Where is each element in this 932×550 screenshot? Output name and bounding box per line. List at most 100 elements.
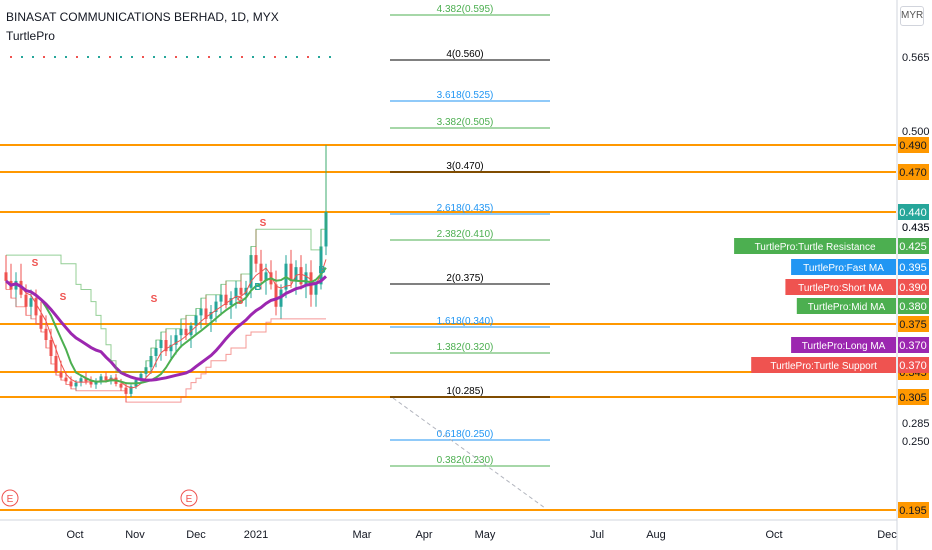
signal-dot <box>32 56 34 58</box>
trade-marker: S <box>260 218 267 229</box>
signal-dot <box>10 56 12 58</box>
indicator-value-text: 0.370 <box>899 340 927 352</box>
price-level-badge-text: 0.195 <box>899 505 927 517</box>
indicator-value-text: 0.380 <box>899 301 927 313</box>
candle-body <box>229 298 233 306</box>
mid-ma-line <box>5 267 327 385</box>
signal-dot <box>65 56 67 58</box>
fib-level-label: 0.382(0.230) <box>437 455 494 466</box>
signal-dot <box>252 56 254 58</box>
candle-body <box>4 272 8 281</box>
x-tick-label: May <box>475 529 496 541</box>
plot-area <box>0 0 897 520</box>
indicator-value-badge <box>898 298 929 314</box>
candle-body <box>194 315 198 326</box>
indicator-name-text: TurtlePro:Turtle Support <box>770 361 877 372</box>
candle-body <box>319 246 323 285</box>
signal-dot <box>329 56 331 58</box>
price-level-badge-text: 0.470 <box>899 167 927 179</box>
signal-dot <box>153 56 155 58</box>
indicator-value-badge <box>898 238 929 254</box>
fib-level-label: 4.382(0.595) <box>437 4 494 15</box>
indicator-name-box <box>796 298 896 314</box>
candle-body <box>179 328 183 336</box>
indicator-value-badge <box>898 357 929 373</box>
indicator-name-box <box>791 259 896 275</box>
candle-body <box>169 344 173 352</box>
candle-body <box>299 267 303 285</box>
signal-dot <box>241 56 243 58</box>
candle-body <box>39 315 43 329</box>
fib-level-label: 2.382(0.410) <box>437 229 494 240</box>
candle-body <box>129 386 133 394</box>
candle-body <box>174 335 178 345</box>
candle-body <box>209 311 213 319</box>
fib-level-label: 1.618(0.340) <box>437 316 494 327</box>
signal-dot <box>208 56 210 58</box>
x-tick-label: Dec <box>877 529 897 541</box>
x-tick-label: Nov <box>125 529 145 541</box>
x-tick-label: Mar <box>353 529 372 541</box>
price-level-badge <box>898 502 929 518</box>
indicator-name-text: TurtlePro:Turtle Resistance <box>755 242 876 253</box>
signal-dot <box>164 56 166 58</box>
candle-body <box>184 328 188 336</box>
fib-level-label: 3(0.470) <box>446 161 483 172</box>
event-marker: E <box>186 494 193 505</box>
candle-body <box>84 378 88 382</box>
signal-dot <box>219 56 221 58</box>
candle-body <box>304 272 308 285</box>
signal-dot <box>296 56 298 58</box>
candle-body <box>224 294 228 306</box>
currency-selector[interactable]: MYR <box>900 6 924 26</box>
turtle-support-line <box>6 289 326 403</box>
price-level-badge-text: 0.490 <box>899 140 927 152</box>
fib-level-label: 4(0.560) <box>446 49 483 60</box>
candle-body <box>149 356 153 368</box>
price-level-badge-text: 0.305 <box>899 392 927 404</box>
signal-dot <box>197 56 199 58</box>
candle-body <box>79 378 83 383</box>
trend-line <box>392 397 546 509</box>
axis-extra-label: 0.285 <box>902 418 930 430</box>
trade-marker: S <box>60 292 67 303</box>
last-price-badge <box>898 204 929 220</box>
signal-dot <box>131 56 133 58</box>
signal-dot <box>318 56 320 58</box>
fib-level-label: 2(0.375) <box>446 273 483 284</box>
x-tick-label: Jul <box>590 529 604 541</box>
candle-body <box>254 255 258 264</box>
candle-body <box>294 267 298 281</box>
candle-body <box>204 308 208 319</box>
price-level-badge <box>898 137 929 153</box>
candle-body <box>139 373 143 381</box>
y-tick-label: 0.250 <box>902 436 930 448</box>
signal-dot <box>230 56 232 58</box>
candle-body <box>74 382 78 387</box>
candle-body <box>64 377 68 382</box>
candle-body <box>189 325 193 336</box>
trade-marker: S <box>32 258 39 269</box>
indicator-value-text: 0.395 <box>899 262 927 274</box>
signal-dot <box>307 56 309 58</box>
axis-extra-label: 0.435 <box>902 222 930 234</box>
candle-body <box>164 340 168 352</box>
trade-marker: S <box>237 296 244 307</box>
signal-dot <box>175 56 177 58</box>
x-tick-label: Oct <box>765 529 782 541</box>
candle-body <box>314 284 318 295</box>
indicator-name-box <box>751 357 896 373</box>
x-tick-label: Apr <box>415 529 432 541</box>
candle-body <box>34 298 38 316</box>
trade-marker: B <box>318 265 325 276</box>
x-tick-label: 2021 <box>244 529 268 541</box>
indicator-name-box <box>785 279 896 295</box>
candle-body <box>104 376 108 381</box>
chart-title: BINASAT COMMUNICATIONS BERHAD, 1D, MYX <box>6 10 279 24</box>
signal-dot <box>142 56 144 58</box>
signal-dot <box>76 56 78 58</box>
candle-body <box>29 298 33 307</box>
fib-level-label: 1(0.285) <box>446 386 483 397</box>
indicator-name: TurtlePro <box>6 29 55 43</box>
